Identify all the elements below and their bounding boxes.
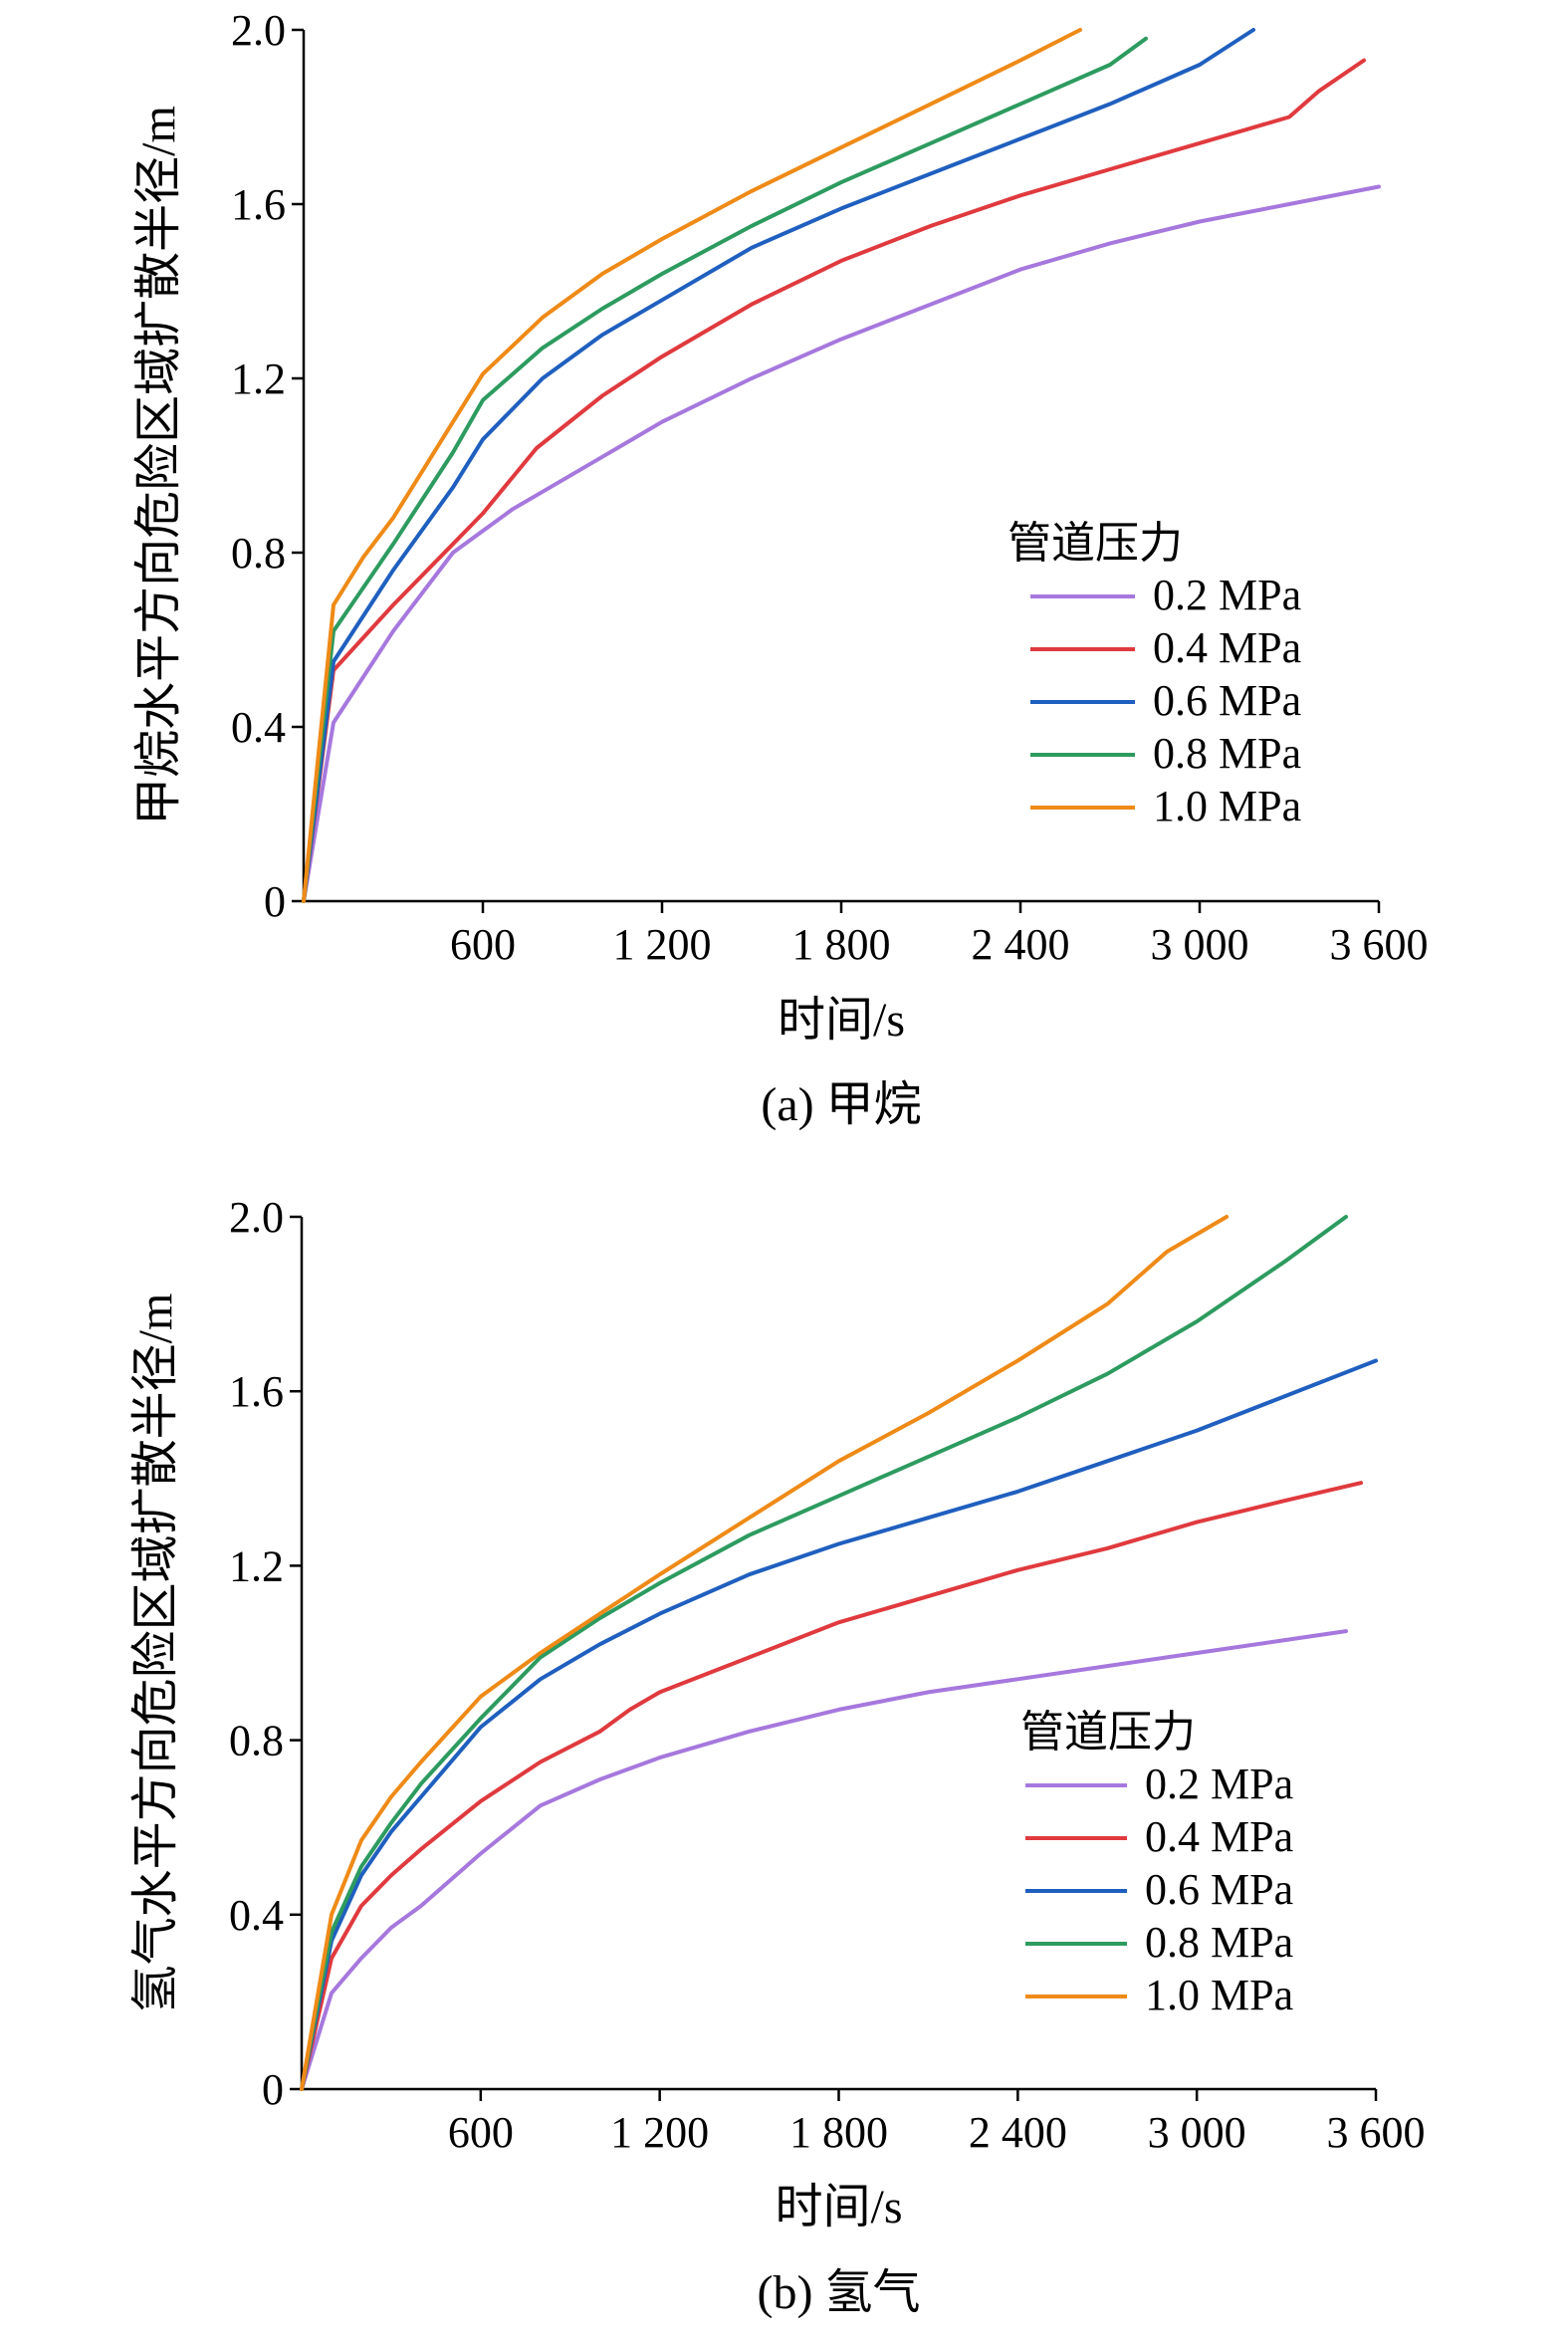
series-line-2	[300, 1358, 1378, 2091]
x-tick-label: 600	[448, 2108, 514, 2157]
legend-entry-1: 0.4 MPa	[1153, 623, 1301, 672]
legend-title: 管道压力	[1008, 519, 1183, 568]
x-tick-label: 600	[450, 920, 516, 969]
legend-entry-2: 0.6 MPa	[1145, 1865, 1293, 1914]
series-line-0	[302, 184, 1381, 903]
y-tick-label: 0.8	[229, 1717, 284, 1765]
series-line-3	[302, 36, 1148, 903]
x-tick-label: 1 200	[610, 2108, 709, 2157]
legend-entry-0: 0.2 MPa	[1145, 1760, 1293, 1808]
figure-caption: (b) 氢气	[758, 2266, 921, 2319]
y-tick-label: 0	[264, 877, 286, 926]
series-line-3	[300, 1215, 1348, 2091]
y-tick-label: 1.6	[229, 1367, 284, 1416]
figure-caption: (a) 甲烷	[761, 1078, 921, 1131]
x-tick-label: 1 800	[789, 2108, 888, 2157]
x-tick-label: 3 000	[1151, 920, 1249, 969]
legend-entry-4: 1.0 MPa	[1153, 782, 1301, 830]
y-tick-label: 2.0	[229, 1193, 284, 1242]
series-line-4	[300, 1215, 1230, 2091]
x-axis-label: 时间/s	[778, 994, 905, 1047]
y-tick-label: 0.4	[231, 703, 286, 752]
y-tick-label: 0	[262, 2065, 284, 2114]
y-axis-label: 氢气水平方向危险区域扩散半径/m	[129, 1293, 182, 2013]
y-tick-label: 1.2	[231, 354, 286, 403]
legend-entry-1: 0.4 MPa	[1145, 1812, 1293, 1861]
y-tick-label: 0.8	[231, 529, 286, 578]
legend-entry-3: 0.8 MPa	[1145, 1918, 1293, 1967]
series-line-1	[302, 58, 1366, 903]
chart-panel-1: 0 0.4 0.8 1.2 1.6 2.0 600 1 200 1 800 2 400 3 000 3…	[129, 1193, 1426, 2319]
y-tick-label: 2.0	[231, 6, 286, 55]
y-tick-label: 1.2	[229, 1541, 284, 1590]
y-tick-label: 0.4	[229, 1891, 284, 1940]
x-tick-label: 3 000	[1148, 2108, 1246, 2157]
series-line-2	[302, 28, 1255, 903]
x-axis-label: 时间/s	[775, 2181, 902, 2233]
y-tick-label: 1.6	[231, 180, 286, 229]
legend-entry-3: 0.8 MPa	[1153, 729, 1301, 778]
x-tick-label: 2 400	[972, 920, 1070, 969]
series-line-0	[300, 1629, 1348, 2091]
legend-title: 管道压力	[1020, 1708, 1196, 1757]
x-tick-label: 2 400	[969, 2108, 1067, 2157]
x-tick-label: 3 600	[1330, 920, 1429, 969]
x-tick-label: 1 800	[792, 920, 891, 969]
series-line-4	[302, 28, 1082, 903]
y-axis-label: 甲烷水平方向危险区域扩散半径/m	[132, 106, 185, 825]
x-tick-label: 3 600	[1327, 2108, 1426, 2157]
series-line-1	[300, 1481, 1363, 2091]
legend-entry-0: 0.2 MPa	[1153, 571, 1301, 619]
chart-panel-0: 0 0.4 0.8 1.2 1.6 2.0 600 1 200 1 800 2 400 3 000 3…	[132, 6, 1429, 1131]
legend-entry-4: 1.0 MPa	[1145, 1971, 1293, 2019]
x-tick-label: 1 200	[613, 920, 712, 969]
legend-entry-2: 0.6 MPa	[1153, 676, 1301, 725]
